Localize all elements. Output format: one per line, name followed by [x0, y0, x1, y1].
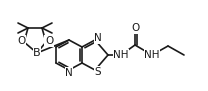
Text: B: B — [33, 48, 41, 58]
Text: N: N — [65, 68, 73, 78]
Text: NH: NH — [144, 50, 160, 60]
Text: O: O — [17, 36, 25, 46]
Text: S: S — [95, 67, 101, 77]
Text: O: O — [45, 36, 53, 46]
Text: O: O — [131, 23, 139, 33]
Text: N: N — [94, 33, 102, 43]
Text: NH: NH — [113, 50, 129, 60]
